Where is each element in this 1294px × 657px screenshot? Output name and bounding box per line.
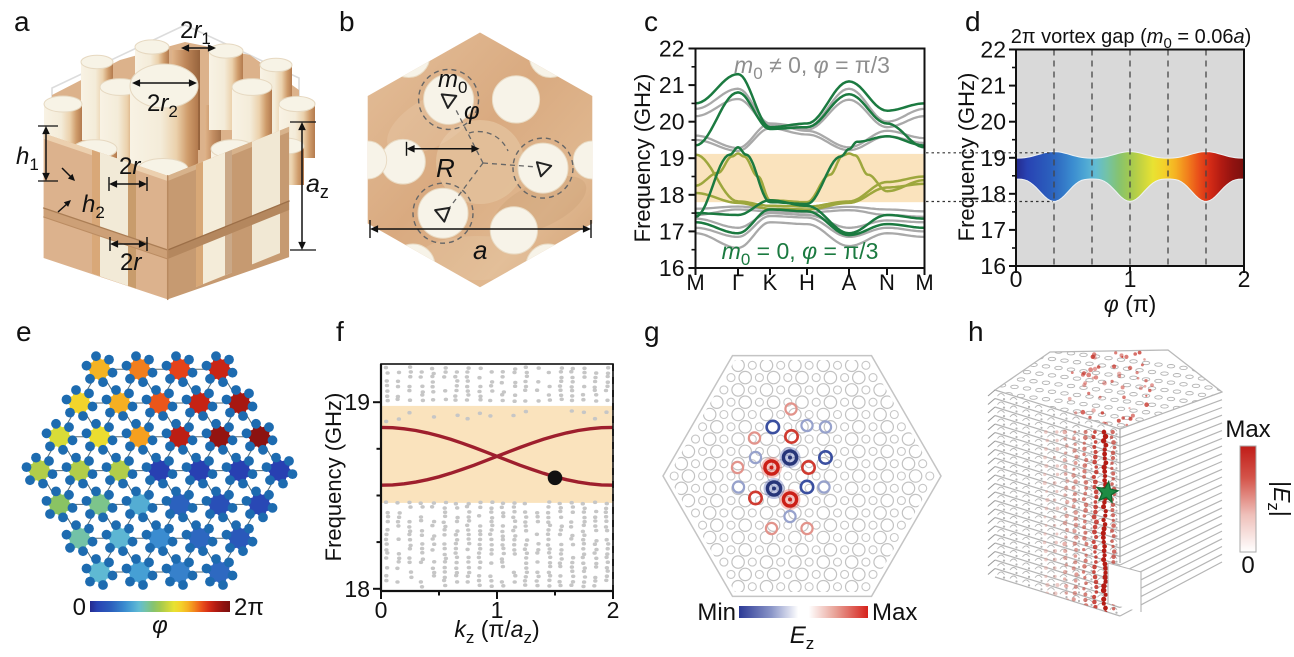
svg-text:2r1: 2r1 <box>180 17 211 48</box>
svg-text:φ: φ <box>464 98 480 125</box>
svg-text:1: 1 <box>491 597 504 623</box>
svg-text:H: H <box>799 270 815 295</box>
svg-text:A: A <box>842 270 857 295</box>
svg-text:0: 0 <box>73 594 86 621</box>
svg-text:kz (π/az): kz (π/az) <box>454 616 539 647</box>
svg-text:d: d <box>965 6 981 37</box>
svg-text:h1: h1 <box>16 143 39 174</box>
svg-text:g: g <box>644 316 660 347</box>
svg-text:16: 16 <box>659 255 685 281</box>
svg-text:2r: 2r <box>119 153 141 180</box>
svg-text:22: 22 <box>659 36 685 62</box>
svg-text:h: h <box>968 316 984 347</box>
svg-text:Max: Max <box>1225 416 1270 443</box>
svg-text:a: a <box>14 6 30 37</box>
svg-text:Min: Min <box>697 599 736 626</box>
svg-text:φ (π): φ (π) <box>1104 291 1157 317</box>
svg-text:Frequency (GHz): Frequency (GHz) <box>630 74 655 243</box>
svg-text:N: N <box>879 270 895 295</box>
svg-text:17: 17 <box>659 218 685 244</box>
svg-text:R: R <box>436 153 455 183</box>
svg-text:0: 0 <box>1241 552 1254 579</box>
svg-text:m0: m0 <box>438 66 467 97</box>
svg-text:0: 0 <box>1010 266 1023 292</box>
svg-text:20: 20 <box>659 109 685 135</box>
svg-text:e: e <box>16 316 32 347</box>
svg-text:2r: 2r <box>120 249 142 276</box>
svg-text:22: 22 <box>980 37 1006 63</box>
svg-text:a: a <box>473 235 487 265</box>
svg-text:f: f <box>336 316 344 347</box>
svg-text:2π vortex gap (m0 = 0.06a): 2π vortex gap (m0 = 0.06a) <box>1011 26 1252 52</box>
svg-text:19: 19 <box>980 145 1006 171</box>
svg-text:M: M <box>686 270 704 295</box>
svg-text:21: 21 <box>659 72 685 98</box>
svg-text:17: 17 <box>980 217 1006 243</box>
svg-text:Max: Max <box>872 599 917 626</box>
svg-text:19: 19 <box>659 145 685 171</box>
svg-text:K: K <box>763 270 778 295</box>
svg-text:16: 16 <box>980 253 1006 279</box>
svg-text:19: 19 <box>344 389 370 415</box>
svg-text:h2: h2 <box>82 191 105 222</box>
svg-text:Frequency (GHz): Frequency (GHz) <box>321 393 346 562</box>
svg-text:m0 = 0, φ = π/3: m0 = 0, φ = π/3 <box>722 238 879 269</box>
svg-text:M: M <box>915 270 933 295</box>
svg-text:b: b <box>339 6 355 37</box>
svg-text:1: 1 <box>1124 266 1137 292</box>
svg-text:Γ: Γ <box>732 270 744 295</box>
svg-text:20: 20 <box>980 109 1006 135</box>
svg-text:Ez: Ez <box>790 622 815 652</box>
svg-text:2: 2 <box>607 597 620 623</box>
svg-text:φ: φ <box>152 612 168 639</box>
svg-text:18: 18 <box>659 182 685 208</box>
svg-text:2: 2 <box>1238 266 1251 292</box>
svg-text:18: 18 <box>344 576 370 602</box>
svg-text:az: az <box>306 170 329 202</box>
svg-text:18: 18 <box>980 181 1006 207</box>
svg-text:Frequency (GHz): Frequency (GHz) <box>954 73 979 242</box>
svg-text:21: 21 <box>980 73 1006 99</box>
svg-text:c: c <box>644 6 658 37</box>
svg-text:0: 0 <box>375 597 388 623</box>
svg-text:2π: 2π <box>234 594 264 621</box>
